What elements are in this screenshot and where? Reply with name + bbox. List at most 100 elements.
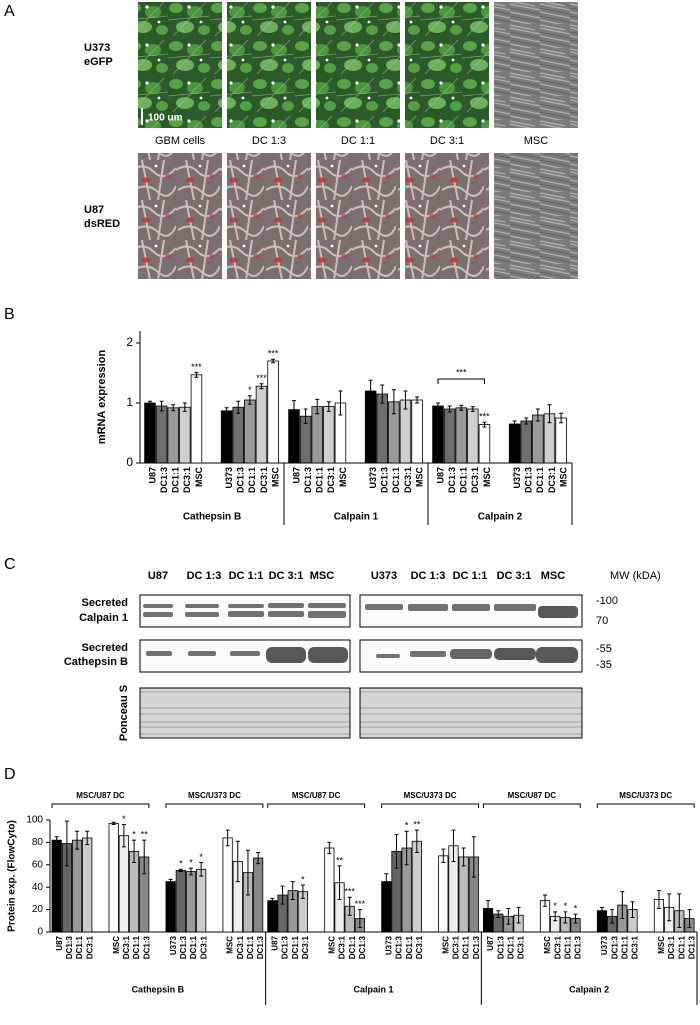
- x-tick-label: DC1:3: [472, 935, 481, 959]
- x-tick-label: DC1:3: [524, 467, 534, 493]
- x-tick-label: U87: [55, 935, 64, 950]
- error-bar: [326, 401, 331, 412]
- column-label: DC 3:1: [269, 570, 304, 582]
- column-label: DC 3:1: [497, 570, 532, 582]
- bar: [438, 855, 449, 933]
- x-tick-label: U373: [368, 467, 378, 489]
- x-tick-label: DC3:1: [326, 467, 336, 493]
- x-tick-label: DC1:3: [236, 467, 246, 493]
- error-bar: [414, 829, 419, 853]
- group-label: Calpain 2: [569, 984, 609, 994]
- error-bar: [404, 830, 409, 866]
- error-bar: [347, 896, 352, 916]
- panel-label: B: [4, 306, 15, 323]
- micrograph: [494, 153, 578, 279]
- column-label: U373: [371, 570, 397, 582]
- error-bar: [599, 906, 604, 915]
- bar: [71, 839, 83, 933]
- error-bar: [178, 868, 183, 873]
- error-bar: [447, 405, 452, 413]
- x-tick-label: DC3:1: [199, 935, 208, 959]
- error-bar: [199, 862, 204, 877]
- error-bar: [559, 412, 564, 424]
- micrograph: [138, 2, 222, 128]
- error-bar: [394, 834, 399, 869]
- significance: ***: [479, 412, 490, 422]
- error-bar: [236, 400, 241, 414]
- error-bar: [384, 873, 389, 890]
- row-label: U87: [84, 204, 104, 216]
- error-bar: [159, 400, 164, 412]
- bar: [222, 837, 233, 933]
- bar: [165, 881, 176, 933]
- x-tick-label: DC1:1: [246, 935, 255, 959]
- column-label: DC 3:1: [430, 135, 464, 147]
- y-axis-label: mRNA expression: [96, 350, 108, 445]
- significance: ***: [256, 373, 267, 383]
- group-label: Calpain 2: [478, 512, 523, 523]
- x-tick-label: DC1:1: [563, 935, 572, 959]
- x-tick-label: DC1:3: [610, 935, 619, 959]
- x-tick-label: DC3:1: [122, 935, 131, 959]
- x-tick-label: DC3:1: [470, 467, 480, 493]
- column-label: MSC: [310, 570, 335, 582]
- x-tick-label: DC1:1: [189, 935, 198, 959]
- error-bar: [337, 865, 342, 901]
- significance: *: [553, 901, 557, 911]
- micrograph: [316, 2, 400, 128]
- row-label: Calpain 1: [79, 612, 128, 624]
- bar: [144, 402, 156, 464]
- significance: **: [336, 855, 344, 865]
- bar: [443, 408, 456, 464]
- error-bar: [553, 911, 558, 922]
- x-tick-label: U87: [435, 467, 445, 484]
- bar: [455, 407, 467, 464]
- x-tick-label: DC3:1: [338, 935, 347, 959]
- bracket-label: MSC/U373 DC: [188, 791, 241, 800]
- x-tick-label: MSC: [558, 467, 568, 488]
- x-tick-label: MSC: [441, 936, 450, 954]
- x-tick-label: MSC: [112, 936, 121, 954]
- row-label: Secreted: [82, 642, 128, 654]
- row-label: eGFP: [84, 56, 113, 68]
- error-bar: [245, 849, 250, 896]
- x-tick-label: DC1:1: [315, 467, 325, 493]
- micrograph: [227, 153, 311, 279]
- bar: [185, 871, 197, 933]
- mw-marker: -35: [596, 659, 612, 671]
- bracket: [267, 803, 366, 808]
- error-bar: [280, 885, 285, 905]
- x-tick-label: DC1:1: [75, 935, 84, 959]
- error-bar: [188, 867, 193, 876]
- error-bar: [482, 421, 487, 428]
- bar: [411, 840, 422, 933]
- y-tick-label: 0: [37, 927, 43, 938]
- error-bar: [470, 406, 475, 412]
- x-tick-label: DC1:1: [405, 935, 414, 959]
- x-tick-label: DC1:1: [247, 467, 257, 493]
- significance: *: [405, 821, 409, 831]
- bar: [128, 850, 140, 933]
- error-bar: [194, 371, 199, 378]
- x-tick-label: DC1:3: [142, 935, 151, 959]
- error-bar: [357, 909, 362, 929]
- micrograph: [494, 2, 578, 128]
- bar: [175, 870, 186, 933]
- x-tick-label: DC1:1: [677, 935, 686, 959]
- x-tick-label: DC1:1: [348, 935, 357, 959]
- x-tick-label: DC1:1: [462, 935, 471, 959]
- x-tick-label: U87: [147, 467, 157, 484]
- error-bar: [459, 404, 464, 411]
- error-bar: [403, 390, 408, 410]
- error-bar: [85, 830, 90, 846]
- column-label: DC 1:1: [341, 135, 375, 147]
- blot: [139, 687, 351, 739]
- error-bar: [610, 909, 615, 924]
- column-label: DC 1:3: [411, 570, 446, 582]
- error-bar: [182, 402, 187, 412]
- group-label: Cathepsin B: [183, 512, 241, 523]
- error-bar: [327, 841, 332, 855]
- error-bar: [290, 881, 295, 901]
- error-bar: [667, 893, 672, 922]
